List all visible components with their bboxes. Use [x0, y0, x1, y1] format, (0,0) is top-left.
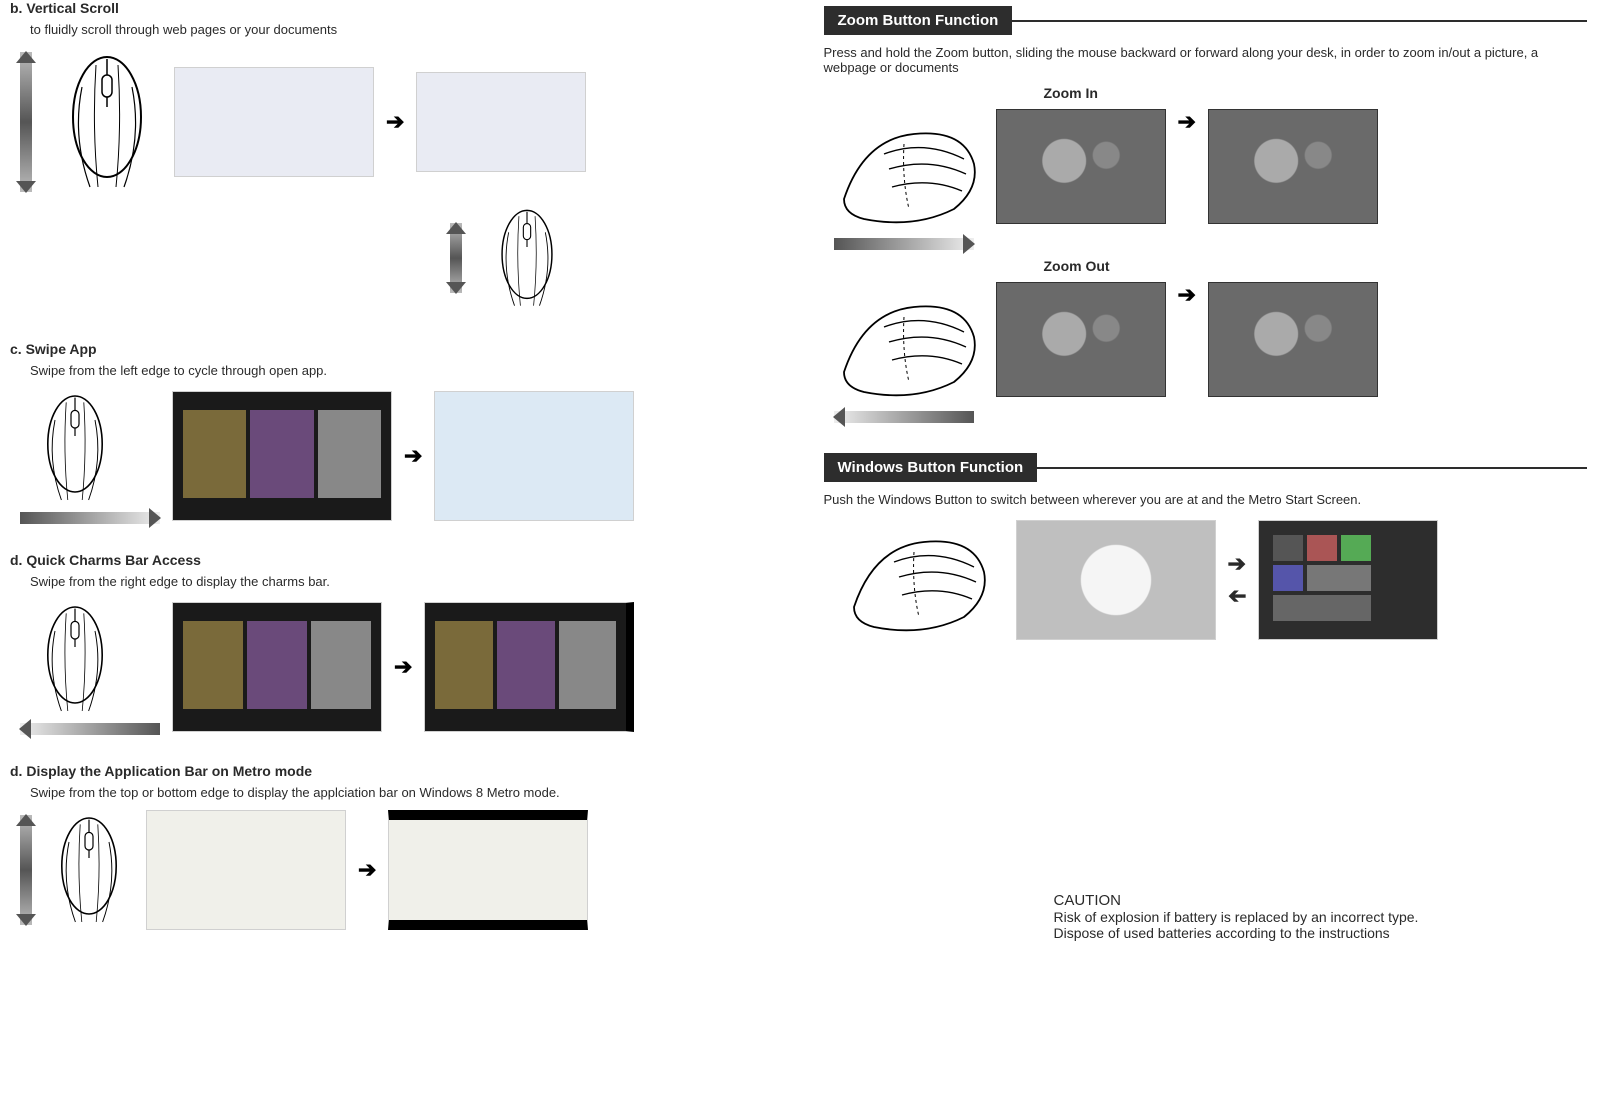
- arrow-right-icon: [386, 109, 404, 135]
- section-charms-bar: d. Quick Charms Bar Access Swipe from th…: [10, 552, 774, 735]
- arrow-right-icon: [358, 857, 376, 883]
- vertical-arrow-icon: [20, 52, 32, 192]
- mouse-illustration: [20, 599, 130, 719]
- screenshot-charms-bar: [424, 602, 634, 732]
- label-zoom-in: Zoom In: [1044, 85, 1588, 101]
- photo-koala-zoomed-out: [1208, 282, 1378, 397]
- slide-right-arrow-icon: [20, 512, 160, 524]
- screenshot-app-bar-shown: [388, 810, 588, 930]
- screenshot-webpage: [174, 67, 374, 177]
- screenshot-photos-app: [172, 602, 382, 732]
- screenshot-desktop-flower: [1016, 520, 1216, 640]
- mouse-illustration: [20, 388, 130, 508]
- caution-block: CAUTION Risk of explosion if battery is …: [1054, 892, 1588, 941]
- desc-d1: Swipe from the right edge to display the…: [30, 574, 774, 589]
- vertical-arrow-small-icon: [450, 223, 462, 293]
- header-rule: [1012, 20, 1587, 22]
- screenshot-metro-start: [1258, 520, 1438, 640]
- mouse-illustration: [52, 47, 162, 197]
- desc-b: to fluidly scroll through web pages or y…: [30, 22, 774, 37]
- desc-c: Swipe from the left edge to cycle throug…: [30, 363, 774, 378]
- caution-title: CAUTION: [1054, 892, 1588, 909]
- arrow-right-icon: [404, 443, 422, 469]
- screenshot-webpage-scrolled: [416, 72, 586, 172]
- screenshot-webpage-light: [146, 810, 346, 930]
- bidirectional-arrow-icon: ➔➔: [1228, 551, 1246, 609]
- slide-right-arrow-icon: [834, 238, 974, 250]
- desc-d2: Swipe from the top or bottom edge to dis…: [30, 785, 774, 800]
- header-zoom: Zoom Button Function: [824, 6, 1588, 35]
- photo-koala-zoomed-in: [1208, 109, 1378, 224]
- header-zoom-label: Zoom Button Function: [824, 6, 1013, 35]
- section-swipe-app: c. Swipe App Swipe from the left edge to…: [10, 341, 774, 524]
- caution-line1: Risk of explosion if battery is replaced…: [1054, 909, 1588, 925]
- hand-on-mouse-illustration: [834, 282, 984, 407]
- slide-left-arrow-icon: [834, 411, 974, 423]
- hand-on-mouse-illustration: [834, 517, 1004, 642]
- photo-koala-before: [996, 282, 1166, 397]
- desc-win: Push the Windows Button to switch betwee…: [824, 492, 1588, 507]
- caution-line2: Dispose of used batteries according to t…: [1054, 925, 1588, 941]
- header-rule: [1037, 467, 1587, 469]
- mouse-illustration: [44, 810, 134, 930]
- header-windows-button: Windows Button Function: [824, 453, 1588, 482]
- hand-on-mouse-illustration: [834, 109, 984, 234]
- header-windows-label: Windows Button Function: [824, 453, 1038, 482]
- vertical-arrow-icon: [20, 815, 32, 925]
- mouse-illustration-small: [482, 203, 572, 313]
- heading-b: b. Vertical Scroll: [10, 0, 774, 16]
- arrow-right-icon: [394, 654, 412, 680]
- desc-zoom: Press and hold the Zoom button, sliding …: [824, 45, 1588, 75]
- heading-c: c. Swipe App: [10, 341, 774, 357]
- screenshot-map: [434, 391, 634, 521]
- section-app-bar: d. Display the Application Bar on Metro …: [10, 763, 774, 930]
- screenshot-apps-dark: [172, 391, 392, 521]
- slide-left-arrow-icon: [20, 723, 160, 735]
- section-vertical-scroll: b. Vertical Scroll to fluidly scroll thr…: [10, 0, 774, 313]
- heading-d1: d. Quick Charms Bar Access: [10, 552, 774, 568]
- photo-koala-before: [996, 109, 1166, 224]
- label-zoom-out: Zoom Out: [1044, 258, 1588, 274]
- arrow-right-icon: [1178, 109, 1196, 135]
- arrow-right-icon: [1178, 282, 1196, 308]
- heading-d2: d. Display the Application Bar on Metro …: [10, 763, 774, 779]
